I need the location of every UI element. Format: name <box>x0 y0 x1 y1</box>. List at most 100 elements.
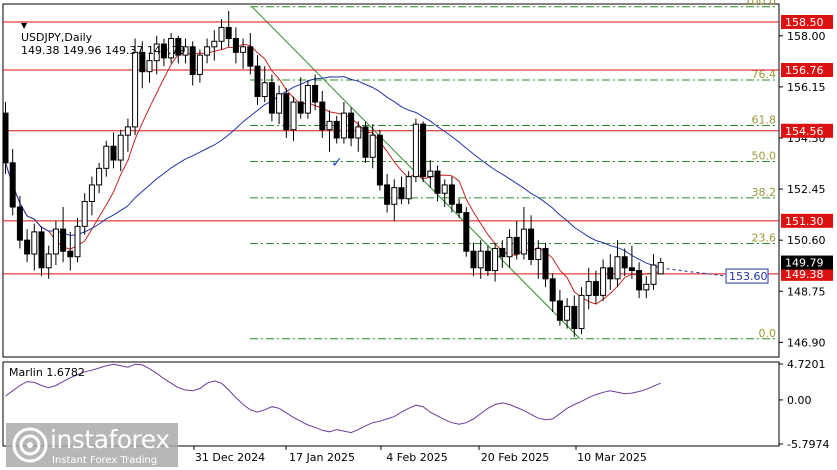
candle-body-18 <box>132 51 139 128</box>
candle-body-53 <box>384 184 391 205</box>
candle-body-47 <box>340 112 347 139</box>
candle-body-51 <box>369 134 376 158</box>
candle-body-70 <box>506 236 513 258</box>
level-price-tag-4 <box>781 266 833 281</box>
candle-body-84 <box>607 267 614 280</box>
candle-body-86 <box>621 256 628 269</box>
candle-body-33 <box>240 46 247 53</box>
candle-body-69 <box>499 247 506 258</box>
candle-body-15 <box>110 145 117 161</box>
candle-body-60 <box>434 170 441 194</box>
candle-body-64 <box>463 212 470 252</box>
candlesticks: ✓ <box>2 10 664 337</box>
time-tick-label-1: 17 Jan 2025 <box>289 451 355 464</box>
price-tick-label-0: 158.00 <box>787 30 826 43</box>
candle-body-0 <box>2 112 9 164</box>
price-tick-label-3: 152.45 <box>787 183 826 196</box>
candle-body-5 <box>38 231 45 269</box>
checkmark-icon: ✓ <box>331 155 343 171</box>
level-price-tag-0 <box>781 14 833 29</box>
candle-body-54 <box>391 187 398 205</box>
candle-body-87 <box>628 267 635 272</box>
candle-body-67 <box>484 250 491 272</box>
ohlc-values: 149.38 149.96 149.37 149.79 <box>21 44 186 57</box>
blue-moving-average-line <box>5 76 661 269</box>
candle-body-29 <box>211 40 218 48</box>
red-support-resistance-levels <box>3 21 779 275</box>
candle-body-77 <box>556 300 563 321</box>
candle-body-12 <box>88 184 95 202</box>
current-price-tag <box>781 255 833 270</box>
candle-body-75 <box>542 247 549 280</box>
fib-label-3: 50.0 <box>752 149 777 162</box>
candle-body-82 <box>592 281 599 296</box>
candle-body-71 <box>513 236 520 255</box>
candle-body-80 <box>578 294 585 330</box>
candle-body-42 <box>304 84 311 114</box>
candle-body-6 <box>45 253 52 269</box>
level-price-tag-1 <box>781 63 833 78</box>
chart-header: ▼ USDJPY,Daily 149.38 149.96 149.37 149.… <box>14 5 185 57</box>
blue-ma-value-tag <box>725 268 769 284</box>
candle-body-25 <box>182 46 189 56</box>
candle-body-16 <box>117 134 124 161</box>
candle-body-66 <box>477 250 484 269</box>
candle-body-52 <box>376 134 383 186</box>
candle-body-73 <box>528 228 535 260</box>
candle-body-48 <box>348 112 355 139</box>
candle-body-72 <box>520 228 527 255</box>
candle-body-56 <box>405 176 412 200</box>
moving-averages <box>5 43 727 305</box>
candle-body-26 <box>189 46 196 75</box>
candle-body-50 <box>362 126 369 158</box>
fib-label-6: 0.0 <box>759 327 777 340</box>
candle-body-65 <box>470 250 477 269</box>
price-axis: 158.00156.15154.30152.45150.60148.75146.… <box>725 14 833 349</box>
candle-body-35 <box>254 65 261 98</box>
time-axis: 31 Dec 2024 17 Jan 2025 4 Feb 2025 20 Feb 2… <box>193 446 647 464</box>
candle-body-34 <box>247 46 254 67</box>
candle-body-28 <box>204 46 211 56</box>
candle-body-81 <box>585 281 592 296</box>
candle-body-8 <box>60 228 67 252</box>
level-price-label-2: 154.56 <box>785 125 824 138</box>
candle-body-49 <box>355 126 362 139</box>
candle-body-19 <box>139 51 146 73</box>
price-tick-label-4: 150.60 <box>787 234 826 247</box>
candle-body-63 <box>456 203 463 214</box>
red-moving-average-line <box>5 43 661 305</box>
fib-label-4: 38.2 <box>752 186 777 199</box>
candle-body-37 <box>268 82 275 114</box>
marlin-oscillator-line <box>5 363 661 434</box>
candle-body-2 <box>16 206 23 241</box>
candle-body-58 <box>420 123 427 178</box>
candle-body-43 <box>312 84 319 103</box>
candle-body-78 <box>564 305 571 321</box>
candle-body-17 <box>124 126 131 136</box>
candle-body-31 <box>225 26 232 40</box>
candle-body-38 <box>276 93 283 114</box>
candle-body-39 <box>283 93 290 131</box>
candle-body-90 <box>650 264 657 285</box>
candle-body-11 <box>81 200 88 227</box>
candle-body-32 <box>232 38 239 53</box>
candle-body-21 <box>153 43 160 62</box>
time-tick-label-4: 10 Mar 2025 <box>577 451 647 464</box>
price-tick-label-5: 148.75 <box>787 285 826 298</box>
candle-body-57 <box>412 123 419 178</box>
instaforex-logo-icon <box>12 427 48 463</box>
candle-body-79 <box>571 305 578 330</box>
indicator-title: Marlin 1.6782 <box>9 366 85 379</box>
candle-body-40 <box>290 101 297 131</box>
candle-body-3 <box>24 239 31 255</box>
blue-ma-value-label: 153.60 <box>729 270 768 283</box>
candle-body-10 <box>74 225 81 258</box>
candle-body-45 <box>326 120 333 131</box>
level-price-tag-2 <box>781 123 833 138</box>
level-price-label-0: 158.50 <box>785 16 824 29</box>
candle-body-22 <box>160 43 167 59</box>
candle-body-20 <box>146 60 153 73</box>
candle-body-36 <box>261 82 268 98</box>
fib-label-2: 61.8 <box>752 114 777 127</box>
time-tick-label-2: 4 Feb 2025 <box>386 451 447 464</box>
